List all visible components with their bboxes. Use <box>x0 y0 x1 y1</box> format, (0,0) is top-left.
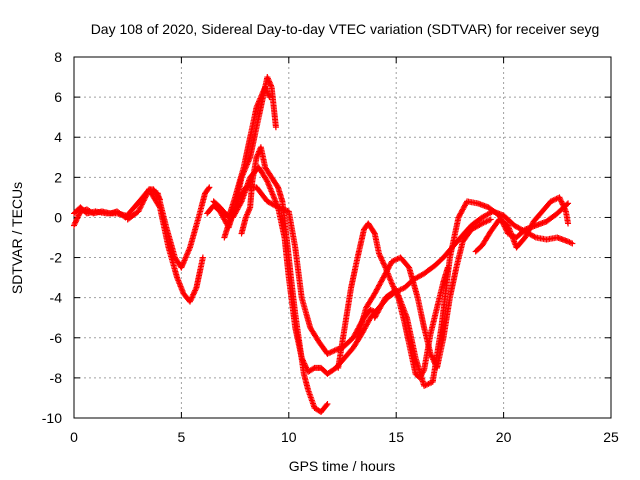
data-point <box>199 254 206 261</box>
data-point <box>272 124 279 131</box>
data-point <box>324 400 331 407</box>
y-tick-label: 0 <box>54 209 62 225</box>
y-tick-label: 4 <box>54 129 62 145</box>
y-axis: 8 6 4 2 0 -2 -4 -6 -8 -10 <box>42 49 611 426</box>
x-axis-label: GPS time / hours <box>289 458 396 474</box>
y-tick-label: -4 <box>50 290 63 306</box>
y-tick-label: 8 <box>54 49 62 65</box>
data-point <box>263 177 270 184</box>
data-point <box>138 202 145 209</box>
data-point <box>531 233 538 240</box>
grid <box>74 57 611 418</box>
data-point <box>565 200 572 207</box>
data-point <box>274 183 281 190</box>
data-point <box>122 212 129 219</box>
data-point <box>323 402 330 409</box>
data-point <box>143 191 150 198</box>
data-point <box>142 194 149 201</box>
y-tick-label: -2 <box>50 250 63 266</box>
series-arc-8 <box>221 164 576 377</box>
data-point <box>569 240 576 247</box>
data-marks <box>71 74 576 415</box>
data-point <box>206 184 213 191</box>
series-arc-4 <box>148 190 206 305</box>
x-tick-label: 5 <box>178 429 186 445</box>
data-point <box>487 216 494 223</box>
data-point <box>136 207 143 214</box>
series-arc-9 <box>238 144 331 415</box>
x-tick-label: 0 <box>70 429 78 445</box>
y-axis-label: SDTVAR / TECUs <box>9 182 25 294</box>
x-tick-label: 20 <box>496 429 512 445</box>
series-arc-12 <box>371 198 572 389</box>
y-tick-label: 2 <box>54 169 62 185</box>
y-tick-label: 6 <box>54 89 62 105</box>
data-point <box>140 197 147 204</box>
series-arc-2 <box>71 204 129 219</box>
x-tick-label: 25 <box>603 429 619 445</box>
data-point <box>370 229 377 236</box>
data-point <box>140 198 147 205</box>
x-tick-label: 10 <box>281 429 297 445</box>
data-point <box>565 220 572 227</box>
data-point <box>266 94 273 101</box>
data-point <box>405 263 412 270</box>
data-point <box>137 204 144 211</box>
data-point <box>138 201 145 208</box>
data-point <box>141 196 148 203</box>
series-arc-6 <box>210 84 273 221</box>
data-point <box>142 193 149 200</box>
data-point <box>139 200 146 207</box>
data-point <box>205 185 212 192</box>
y-tick-label: -6 <box>50 330 63 346</box>
data-point <box>156 203 163 210</box>
plot-frame <box>73 56 612 419</box>
x-tick-label: 15 <box>388 429 404 445</box>
series-arc-13 <box>472 194 572 255</box>
y-tick-label: -10 <box>42 410 62 426</box>
data-point <box>237 199 244 206</box>
x-axis: 0 5 10 15 20 25 <box>70 57 619 445</box>
data-point <box>135 208 142 215</box>
y-tick-label: -8 <box>50 370 63 386</box>
chart-title: Day 108 of 2020, Sidereal Day-to-day VTE… <box>91 21 600 37</box>
data-point <box>136 205 143 212</box>
